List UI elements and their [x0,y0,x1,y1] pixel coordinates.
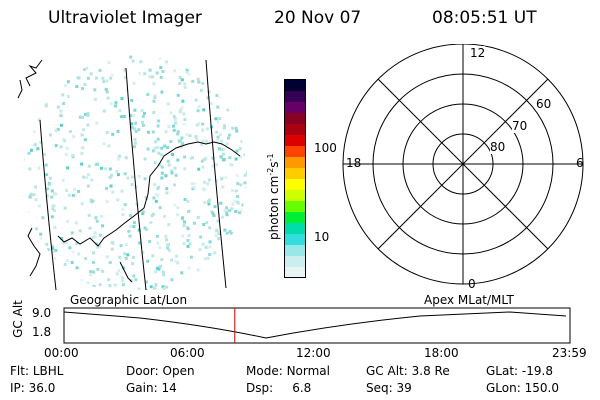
time-label: 08:05:51 UT [432,8,537,28]
colorbar-tick-10: 10 [314,230,330,244]
colorbar-tick-100: 100 [314,141,337,155]
coastline [57,141,241,247]
status-mode: Mode: Normal [246,364,330,378]
meridian-line [39,119,57,290]
colorbar-cell [285,234,305,246]
colorbar-cell [285,201,305,213]
colorbar-cell [285,146,305,158]
mlt-label-6: 6 [576,156,584,170]
status-glat: GLat: -19.8 [486,364,553,378]
right-caption: Apex MLat/MLT [424,293,514,307]
colorbar [284,79,306,279]
colorbar-cell [285,91,305,103]
status-gcalt: GC Alt: 3.8 Re [366,364,450,378]
aurora-emission [23,55,247,290]
polar-plot [342,44,584,285]
lat-label-60: 60 [536,97,552,111]
orbit-xtick-1200: 12:00 [296,346,331,360]
colorbar-cell [285,124,305,136]
colorbar-cell [285,179,305,191]
colorbar-cell [285,135,305,147]
colorbar-cell [285,212,305,224]
orbit-yaxis-label: GC Alt [11,300,25,338]
coastline [17,59,43,99]
colorbar-cell [285,102,305,114]
orbit-altitude-curve [63,311,567,339]
status-seq: Seq: 39 [366,381,412,395]
meridian-line [205,59,227,289]
colorbar-cell [285,267,305,279]
mlt-label-18: 18 [346,156,362,170]
meridian-line [125,67,147,290]
status-ip: IP: 36.0 [10,381,56,395]
mlt-label-12: 12 [470,46,486,60]
orbit-ytick-top: 9.0 [32,306,52,320]
mlt-label-0: 0 [468,277,476,291]
orbit-xtick-0000: 00:00 [44,346,79,360]
colorbar-cell [285,190,305,202]
status-gain: Gain: 14 [126,381,177,395]
orbit-ytick-bottom: 1.8 [32,325,52,339]
colorbar-cell [285,157,305,169]
status-door: Door: Open [126,364,195,378]
orbit-plot [63,307,571,344]
colorbar-cell [285,80,305,92]
orbit-xtick-1800: 18:00 [424,346,459,360]
lat-label-70: 70 [512,119,528,133]
status-dsp: Dsp: 6.8 [246,381,312,395]
colorbar-cell [285,256,305,268]
status-glon: GLon: 150.0 [486,381,559,395]
lat-label-80: 80 [490,140,506,154]
instrument-title: Ultraviolet Imager [48,8,202,28]
date-label: 20 Nov 07 [274,8,362,28]
colorbar-cell [285,168,305,180]
coastline [27,227,41,277]
colorbar-cell [285,245,305,257]
left-caption: Geographic Lat/Lon [70,293,188,307]
geographic-image [17,55,247,290]
colorbar-cell [285,113,305,125]
orbit-xtick-0600: 06:00 [170,346,205,360]
coastline [119,261,133,283]
orbit-xtick-2359: 23:59 [552,346,587,360]
colorbar-cell [285,223,305,235]
colorbar-unit-label: photon cm-2s-1 [266,153,281,240]
status-filter: Flt: LBHL [10,364,64,378]
